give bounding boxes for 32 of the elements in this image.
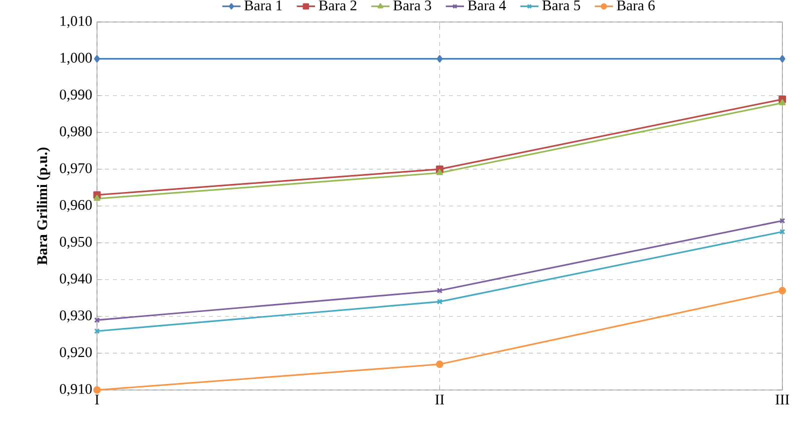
legend-label: Bara 5 (542, 0, 580, 10)
point (94, 194, 100, 201)
legend-label: Bara 2 (318, 0, 356, 10)
x-tick-label: III (776, 394, 790, 404)
y-axis-title: Bara Grilimi (p.u.) (36, 148, 50, 265)
point (94, 55, 100, 63)
y-tick-label: 0,980 (60, 126, 92, 138)
point (436, 360, 444, 368)
y-tick-label: 0,910 (60, 384, 92, 396)
point (778, 286, 786, 294)
y-tick-label: 0,920 (60, 347, 92, 360)
y-tick-label: 0,960 (60, 200, 92, 212)
y-tick-label: 0,950 (60, 236, 92, 249)
point (436, 55, 443, 63)
point (778, 99, 786, 106)
y-tick-label: 0,930 (60, 310, 92, 322)
point (436, 288, 443, 294)
y-tick-label: 1,010 (60, 16, 92, 28)
point (436, 169, 444, 176)
x-tick-label: II (435, 394, 444, 404)
y-tick-label: 0,990 (60, 90, 92, 102)
point (436, 298, 443, 305)
legend-label: Bara 6 (616, 0, 655, 10)
legend-label: Bara 4 (468, 0, 506, 10)
x-tick-label: I (95, 394, 99, 404)
y-tick-label: 0,970 (60, 163, 92, 176)
legend-label: Bara 1 (244, 0, 282, 10)
point (779, 55, 786, 63)
point (93, 386, 101, 394)
y-tick-label: 0,940 (60, 274, 92, 286)
legend-label: Bara 3 (393, 0, 432, 10)
y-tick-label: 1,000 (60, 52, 92, 65)
